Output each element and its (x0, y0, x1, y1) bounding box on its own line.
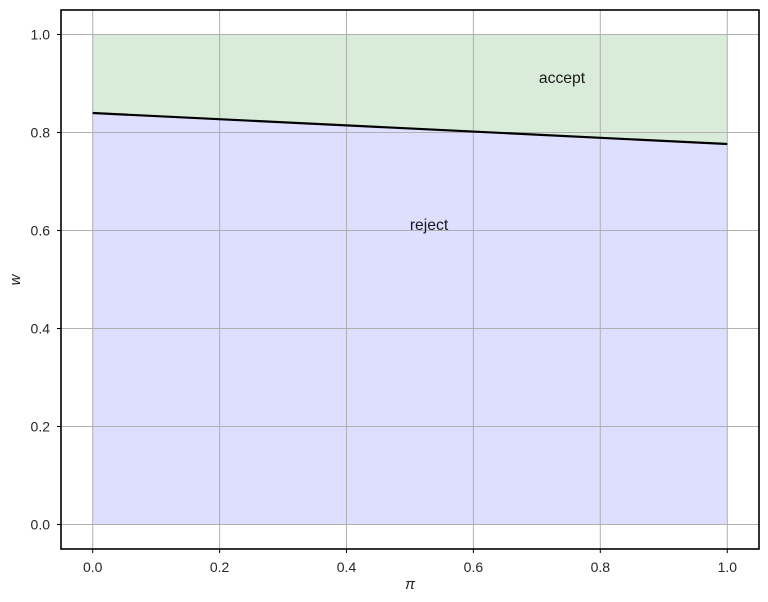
svg-text:0.8: 0.8 (591, 559, 611, 575)
svg-text:0.8: 0.8 (31, 125, 51, 141)
svg-text:0.6: 0.6 (464, 559, 484, 575)
svg-text:0.0: 0.0 (31, 517, 51, 533)
svg-text:accept: accept (539, 70, 586, 87)
svg-text:0.2: 0.2 (210, 559, 230, 575)
svg-text:w: w (7, 273, 24, 285)
svg-text:1.0: 1.0 (718, 559, 738, 575)
svg-text:reject: reject (410, 217, 449, 234)
svg-text:0.4: 0.4 (31, 321, 51, 337)
svg-text:0.0: 0.0 (83, 559, 103, 575)
svg-text:π: π (405, 576, 416, 593)
svg-text:1.0: 1.0 (31, 27, 51, 43)
svg-text:0.4: 0.4 (337, 559, 357, 575)
svg-text:0.2: 0.2 (31, 419, 51, 435)
svg-text:0.6: 0.6 (31, 223, 51, 239)
